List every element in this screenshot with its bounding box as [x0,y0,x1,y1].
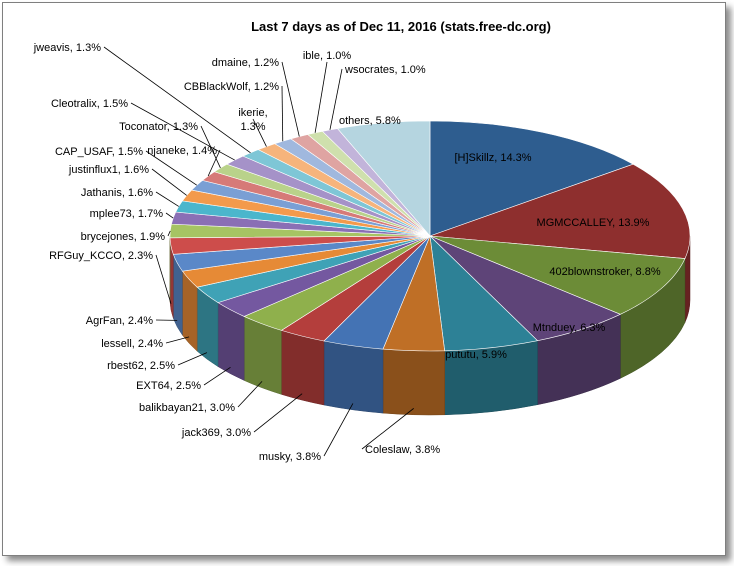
slice-side-6 [323,340,384,414]
leader-line-15 [165,212,174,219]
slice-label-21: Cleotralix, 1.5% [51,98,128,110]
slice-top-28 [336,120,431,237]
slice-label-20: Toconator, 1.3% [119,121,198,133]
leader-line-21 [130,102,235,161]
slice-label-16: Jathanis, 1.6% [81,187,153,199]
leader-line-25 [281,61,300,137]
leader-lines [103,46,414,457]
slice-label-5: Coleslaw, 3.8% [365,444,440,456]
leader-line-8 [237,381,263,408]
slice-label-9: EXT64, 2.5% [136,380,201,392]
slice-label-12: AgrFan, 2.4% [86,315,153,327]
leader-line-7 [253,393,303,433]
leader-line-18 [145,150,197,186]
slice-top-1 [429,163,691,259]
pie-sides [169,235,691,416]
leader-line-5 [361,408,414,450]
slice-label-8: balikbayan21, 3.0% [139,402,235,414]
slice-label-19: njaneke, 1.4% [147,145,217,157]
slice-label-13: RFGuy_KCCO, 2.3% [49,250,153,262]
slice-label-18: CAP_USAF, 1.5% [55,146,143,158]
slice-label-23-pct: 1.3% [240,121,265,133]
leader-line-27 [329,68,343,130]
leader-line-19 [207,149,221,177]
slice-top-2 [429,235,686,315]
slice-label-14: brycejones, 1.9% [81,231,166,243]
slice-label-17: justinflux1, 1.6% [68,164,149,176]
slice-label-25: dmaine, 1.2% [212,57,279,69]
slice-labels: [H]Skillz, 14.3% MGMCCALLEY, 13.9% 402blow… [33,42,661,463]
slice-label-22: jweavis, 1.3% [33,42,101,54]
slice-top-0 [429,120,634,237]
leader-line-17 [151,168,187,196]
leader-line-16 [155,191,179,207]
slice-label-27: wsocrates, 1.0% [344,64,426,76]
chart-title: Last 7 days as of Dec 11, 2016 (stats.fr… [251,19,551,34]
slice-label-15: mplee73, 1.7% [90,208,164,220]
slice-label-23: ikerie, [238,107,267,119]
slice-side-7 [281,330,325,406]
leader-line-14 [167,230,171,237]
leader-line-23 [252,118,267,147]
slice-label-0: [H]Skillz, 14.3% [454,152,531,164]
leader-line-13 [155,254,172,304]
slice-label-7: jack369, 3.0% [181,427,251,439]
leader-line-6 [323,403,354,457]
pie-tops [169,120,691,352]
leader-line-11 [165,336,190,344]
slice-label-10: rbest62, 2.5% [107,360,175,372]
slice-label-11: lessell, 2.4% [101,338,163,350]
slice-label-28: others, 5.8% [339,115,401,127]
slice-label-1: MGMCCALLEY, 13.9% [537,217,650,229]
leader-line-26 [314,61,328,133]
slice-label-2: 402blownstroker, 8.8% [549,266,661,278]
slice-side-5 [382,348,445,416]
slice-label-24: CBBlackWolf, 1.2% [184,81,279,93]
slice-label-6: musky, 3.8% [259,451,321,463]
slice-label-3: Mtnduey, 6.3% [533,322,606,334]
slice-label-4: pututu, 5.9% [445,349,507,361]
chart-frame: Last 7 days as of Dec 11, 2016 (stats.fr… [2,2,726,556]
slice-label-26: ible, 1.0% [303,50,352,62]
leader-line-24 [281,85,284,142]
leader-line-22 [103,46,251,154]
leader-line-9 [203,367,231,386]
pie-chart: Last 7 days as of Dec 11, 2016 (stats.fr… [33,19,691,463]
leader-line-10 [177,352,208,366]
